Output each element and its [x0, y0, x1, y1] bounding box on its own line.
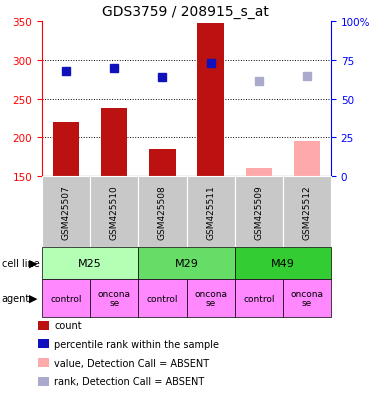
Text: ▶: ▶ [29, 259, 37, 268]
Text: GSM425508: GSM425508 [158, 185, 167, 239]
Text: M29: M29 [175, 259, 198, 268]
Text: M49: M49 [271, 259, 295, 268]
Text: oncona
se: oncona se [290, 289, 324, 308]
Text: GSM425509: GSM425509 [254, 185, 263, 239]
Text: GDS3759 / 208915_s_at: GDS3759 / 208915_s_at [102, 5, 269, 19]
Text: rank, Detection Call = ABSENT: rank, Detection Call = ABSENT [54, 376, 204, 386]
Text: oncona
se: oncona se [194, 289, 227, 308]
Text: count: count [54, 320, 82, 330]
Text: value, Detection Call = ABSENT: value, Detection Call = ABSENT [54, 358, 209, 368]
Text: ▶: ▶ [29, 293, 37, 303]
Text: GSM425510: GSM425510 [110, 185, 119, 239]
Text: GSM425512: GSM425512 [302, 185, 311, 239]
Bar [53, 122, 79, 177]
Bar [101, 109, 128, 177]
Text: agent: agent [2, 293, 30, 303]
Bar [294, 142, 320, 177]
Text: oncona
se: oncona se [98, 289, 131, 308]
Text: GSM425511: GSM425511 [206, 185, 215, 239]
Bar [149, 150, 175, 177]
Text: cell line: cell line [2, 259, 40, 268]
Bar [197, 24, 224, 177]
Text: percentile rank within the sample: percentile rank within the sample [54, 339, 219, 349]
Text: M25: M25 [78, 259, 102, 268]
Text: control: control [243, 294, 275, 303]
Bar [246, 169, 272, 177]
Text: control: control [50, 294, 82, 303]
Text: GSM425507: GSM425507 [62, 185, 70, 239]
Text: control: control [147, 294, 178, 303]
